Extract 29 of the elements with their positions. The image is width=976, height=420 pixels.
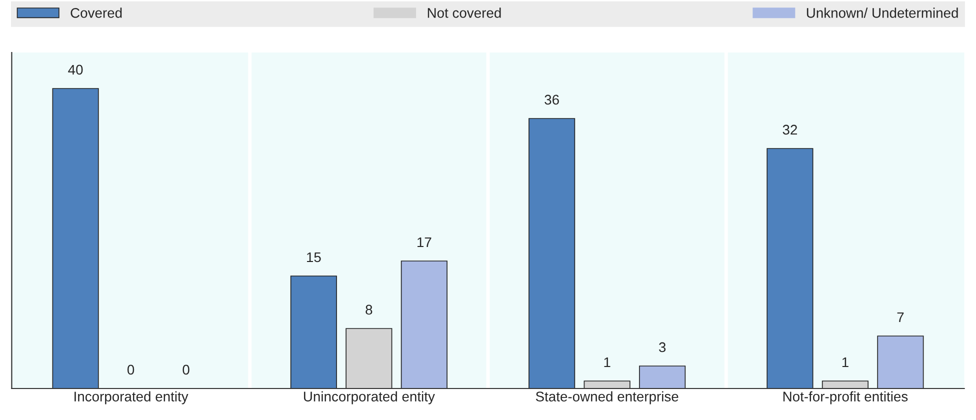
data-label: 17 [418, 237, 432, 248]
bar [822, 380, 868, 388]
legend-label: Unknown/ Undetermined [806, 8, 958, 18]
data-label: 7 [897, 312, 904, 322]
x-tick-label: State-owned enterprise [536, 391, 678, 404]
bar [528, 118, 576, 388]
bar [400, 260, 448, 388]
bar [766, 148, 814, 388]
x-tick-label: Incorporated entity [74, 391, 188, 404]
x-tick-label: Not-for-profit entities [783, 391, 908, 404]
legend-label: Not covered [428, 8, 501, 18]
data-label: 8 [366, 304, 372, 315]
bar [290, 276, 337, 388]
bar [639, 366, 686, 388]
bar [346, 328, 392, 388]
legend-label: Covered [70, 8, 122, 18]
data-label: 3 [658, 342, 666, 352]
data-label: 1 [604, 357, 610, 368]
x-tick-label: Unincorporated entity [304, 391, 435, 404]
data-label: 15 [307, 252, 321, 262]
bar [877, 336, 924, 388]
data-label: 0 [182, 364, 190, 375]
bar [52, 88, 99, 388]
data-label: 36 [544, 94, 559, 105]
data-label: 32 [782, 124, 797, 135]
data-label: 1 [842, 357, 848, 368]
data-label: 40 [68, 64, 83, 75]
data-label: 0 [127, 364, 134, 375]
bar [584, 380, 630, 388]
